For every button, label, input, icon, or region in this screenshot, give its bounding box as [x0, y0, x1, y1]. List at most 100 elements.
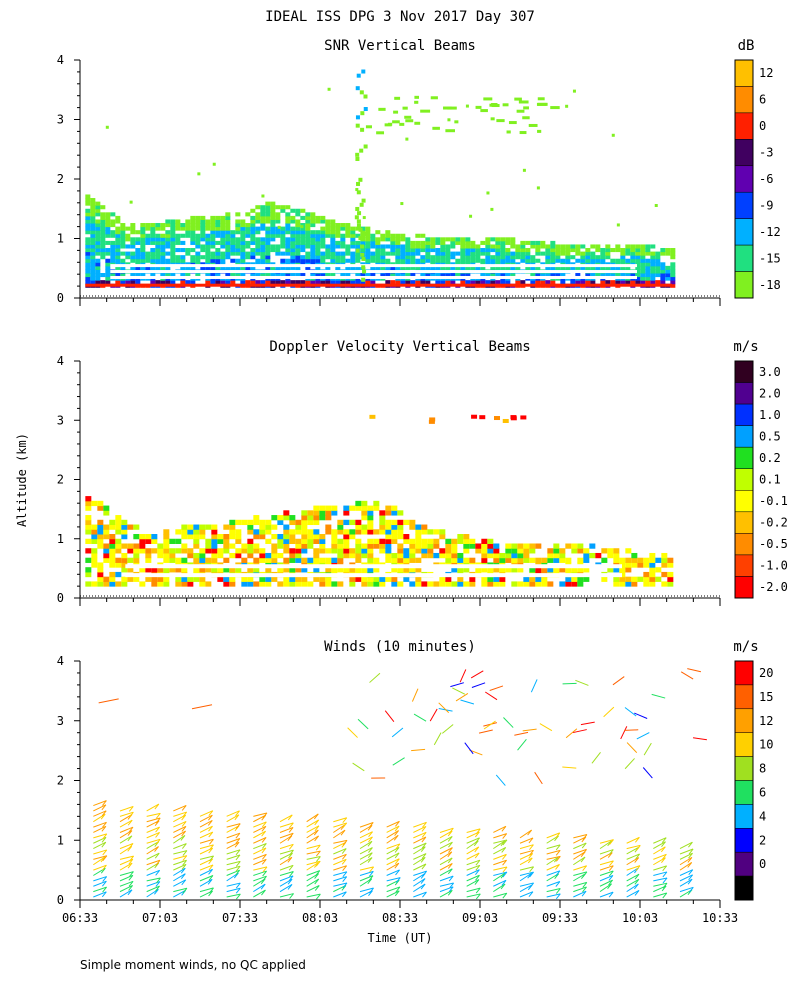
snr-cell: [425, 237, 431, 242]
doppler-cell: [97, 529, 104, 535]
snr-cell: [635, 244, 641, 249]
snr-cell: [447, 118, 451, 122]
wind-barb-flag: [102, 886, 107, 893]
doppler-cell: [319, 543, 326, 549]
snr-cell: [170, 237, 176, 242]
wind-barb: [173, 887, 188, 893]
colorbar-swatch: [734, 271, 754, 299]
snr-cell: [475, 251, 481, 256]
colorbar-label: 0.5: [759, 429, 781, 443]
snr-cell: [85, 212, 91, 217]
doppler-cell: [415, 581, 422, 587]
snr-cell: [205, 219, 211, 224]
wind-barb: [599, 870, 614, 876]
snr-cell: [362, 231, 367, 236]
doppler-cell: [391, 534, 398, 540]
snr-cell: [305, 237, 311, 242]
wind-barb-flag: [475, 869, 480, 876]
doppler-cell: [295, 576, 302, 582]
snr-cell: [250, 223, 256, 228]
doppler-cell: [415, 557, 422, 563]
colorbar-swatch: [734, 112, 754, 140]
snr-cell: [210, 280, 216, 285]
snr-cell: [85, 255, 91, 260]
doppler-cell: [367, 567, 374, 573]
wind-barb-flag: [262, 812, 268, 819]
wind-barb: [493, 825, 507, 833]
wind-barb-flag: [313, 813, 319, 820]
snr-cell: [460, 280, 466, 285]
colorbar-label: 8: [759, 762, 766, 776]
wind-barb: [413, 713, 427, 722]
snr-cell: [605, 244, 611, 249]
snr-cell: [255, 205, 261, 210]
snr-cell: [535, 258, 541, 263]
snr-cell: [425, 244, 431, 249]
snr-cell: [560, 273, 566, 278]
snr-cell: [490, 280, 496, 285]
doppler-cell: [493, 543, 500, 549]
snr-cell: [85, 262, 91, 267]
doppler-cell: [271, 524, 278, 530]
snr-cell: [359, 202, 364, 207]
snr-cell: [280, 233, 286, 238]
doppler-cell: [205, 543, 212, 549]
wind-barb: [413, 821, 427, 828]
doppler-cell: [223, 567, 230, 573]
doppler-cell: [397, 552, 404, 559]
snr-cell: [500, 280, 506, 285]
doppler-cell: [379, 581, 386, 587]
wind-barb: [359, 870, 374, 876]
wind-barb-flag: [367, 857, 373, 863]
wind-barb: [119, 880, 134, 887]
wind-barb-flag: [635, 845, 641, 851]
snr-cell: [360, 248, 366, 253]
snr-cell: [265, 219, 271, 224]
doppler-cell: [283, 567, 290, 573]
snr-cell: [670, 248, 676, 253]
doppler-cell: [199, 534, 206, 540]
snr-cell: [105, 212, 111, 217]
doppler-cell: [511, 557, 518, 563]
wind-barb-flag: [127, 862, 133, 869]
snr-cell: [315, 233, 321, 238]
doppler-cell: [337, 543, 344, 549]
doppler-cell: [85, 538, 92, 544]
wind-barb-flag: [234, 841, 240, 848]
wind-barb-flag: [154, 862, 160, 869]
snr-cell: [190, 280, 196, 285]
snr-cell: [265, 240, 271, 245]
wind-barb: [279, 871, 294, 876]
snr-cell: [640, 273, 646, 278]
snr-cell: [465, 251, 471, 256]
doppler-cell: [325, 548, 332, 554]
doppler-cell: [637, 557, 644, 563]
wind-barb: [483, 720, 496, 730]
wind-barb: [679, 878, 693, 887]
doppler-cell: [607, 548, 614, 554]
snr-cell: [220, 255, 226, 260]
colorbar-frame: [734, 59, 754, 299]
colorbar-swatch: [734, 139, 754, 167]
doppler-cell: [337, 557, 344, 563]
snr-cell: [305, 219, 311, 224]
doppler-cell: [619, 567, 626, 573]
snr-cell: [270, 248, 276, 253]
snr-cell: [445, 280, 451, 285]
snr-cell: [363, 94, 368, 99]
snr-cell: [190, 237, 196, 242]
snr-cell: [445, 248, 451, 253]
wind-barb-flag: [100, 856, 106, 863]
snr-cell: [425, 255, 431, 260]
wind-barb-flag: [634, 837, 640, 843]
colorbar-swatch: [734, 403, 754, 426]
wind-barb-flag: [261, 837, 267, 843]
snr-cell: [225, 215, 231, 220]
snr-cell: [85, 251, 91, 256]
snr-cell: [170, 219, 176, 224]
doppler-cell: [103, 524, 110, 530]
snr-cell: [280, 230, 286, 235]
snr-cell: [330, 273, 336, 278]
snr-cell: [350, 265, 356, 270]
